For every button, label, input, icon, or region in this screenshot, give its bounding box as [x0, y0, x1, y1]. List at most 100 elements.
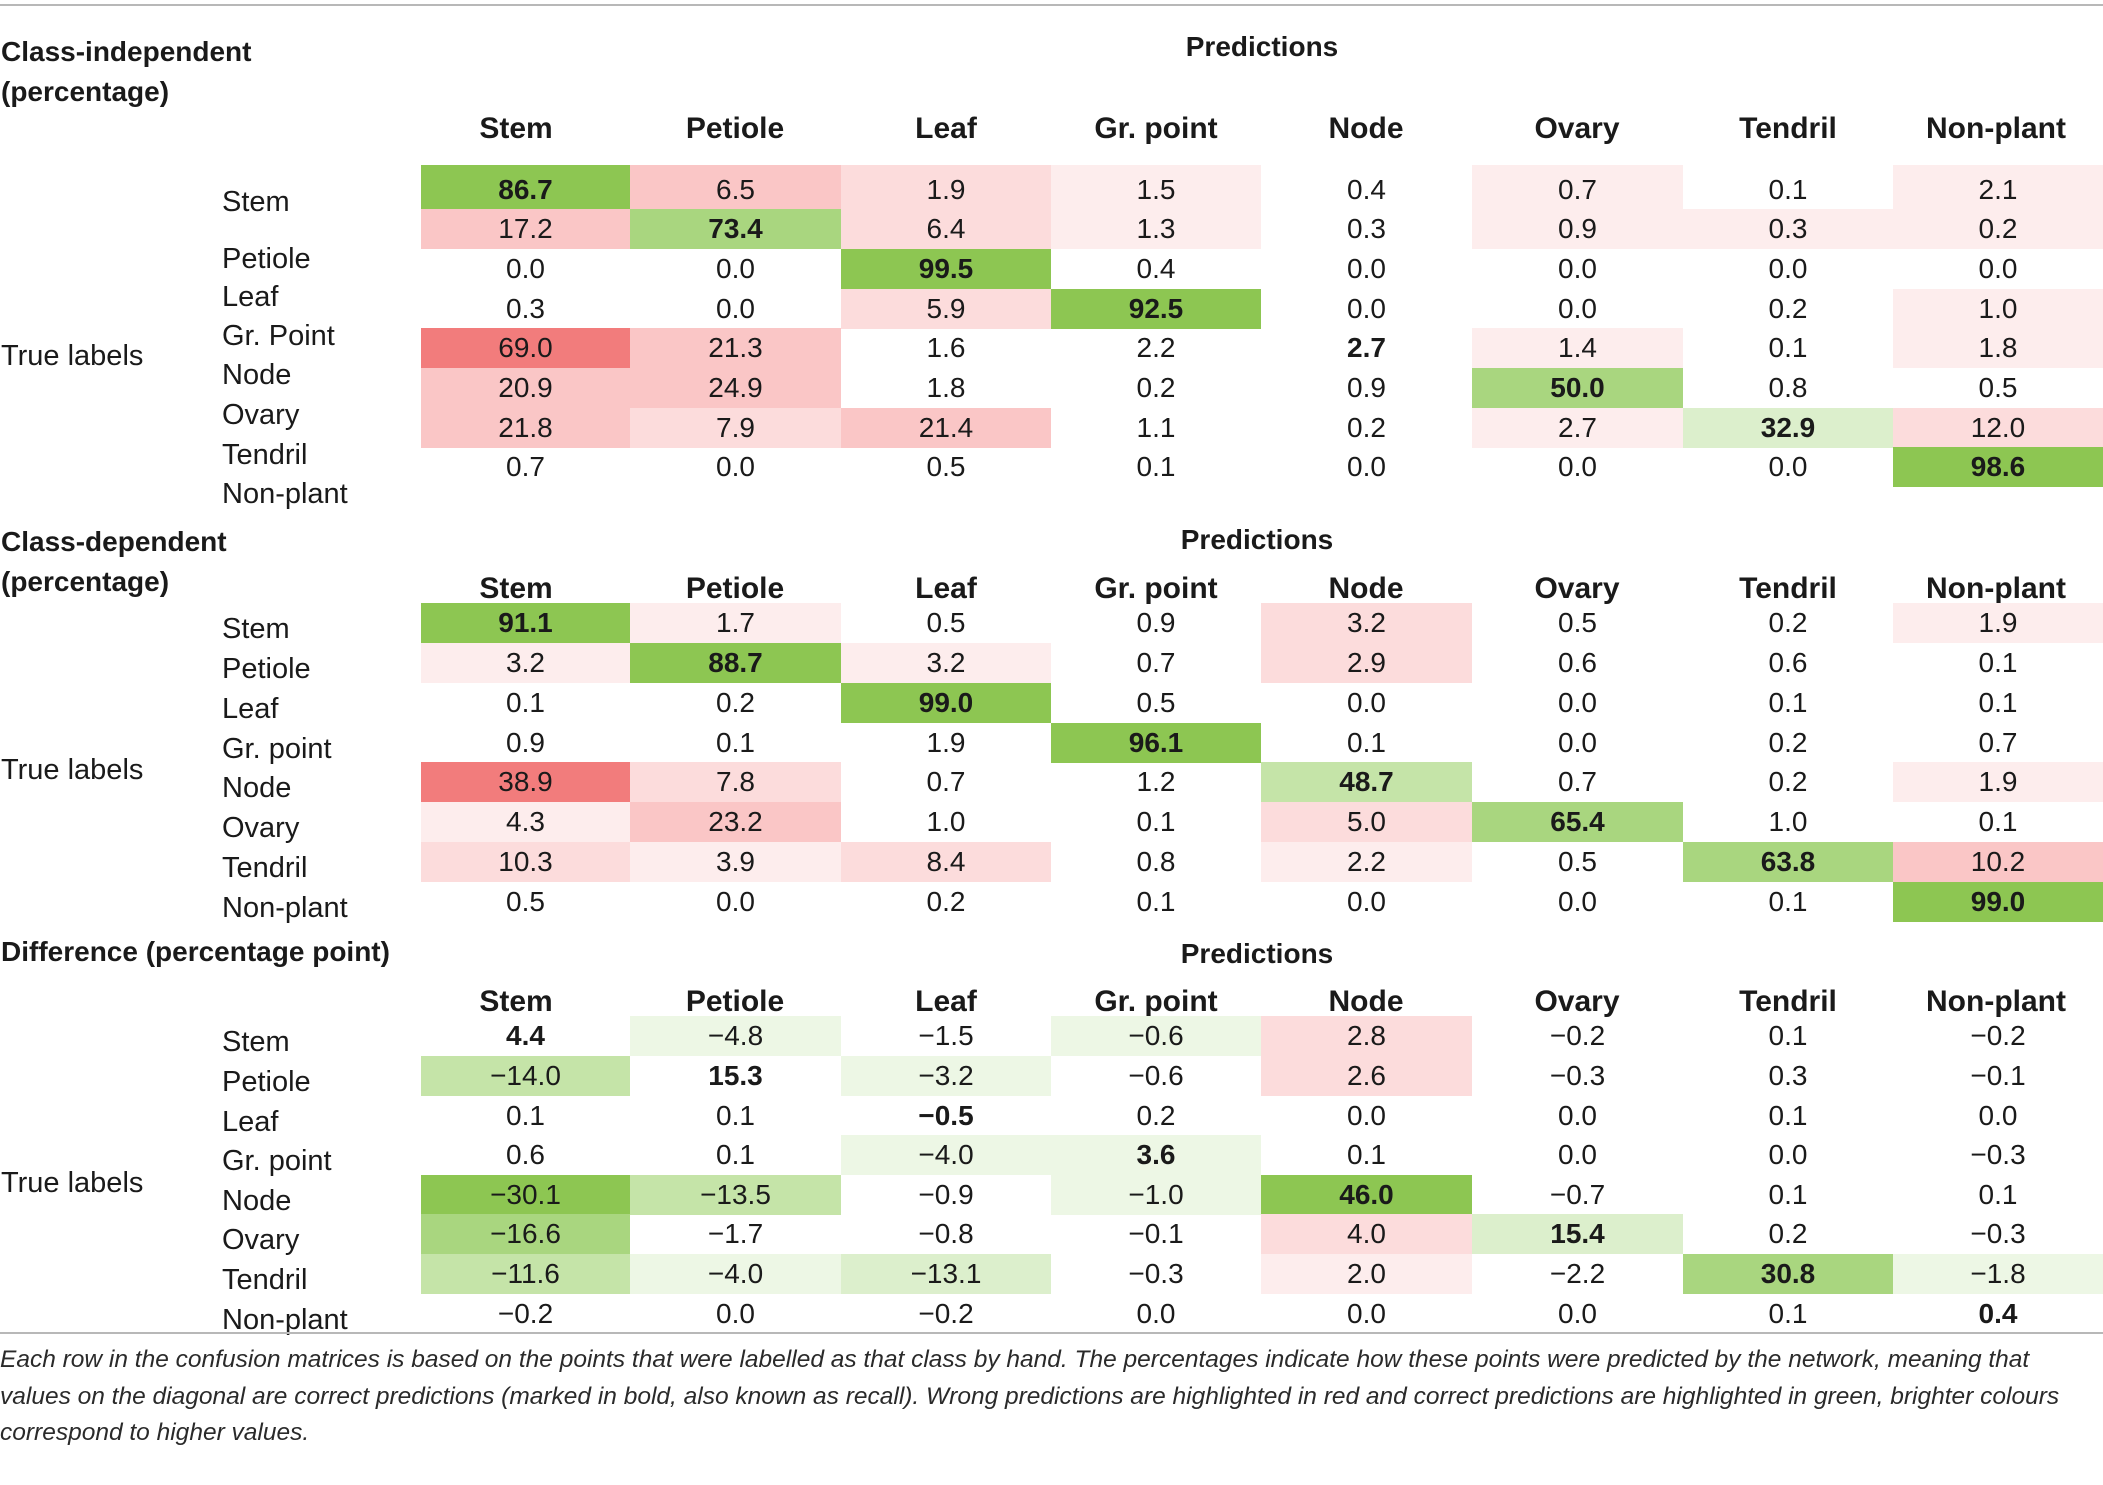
matrix-cell: 4.0	[1261, 1214, 1472, 1254]
matrix-cell: 1.7	[630, 603, 841, 643]
matrix-cell: 1.9	[1893, 603, 2103, 643]
matrix-cell: 0.5	[926, 607, 966, 638]
matrix-cell: 99.5	[841, 249, 1051, 289]
matrix-cell: −0.2	[497, 1298, 554, 1329]
matrix-cell: 0.2	[926, 886, 966, 917]
matrix-cell: 99.0	[841, 683, 1051, 723]
matrix-cell: −4.8	[630, 1016, 841, 1056]
predictions-header: Predictions	[1180, 938, 1334, 969]
matrix-cell: 0.0	[1978, 1100, 2018, 1131]
matrix-cell: −0.6	[1051, 1016, 1261, 1056]
matrix-cell: 0.3	[506, 293, 545, 324]
matrix-cell: 0.0	[1558, 1139, 1597, 1170]
matrix-cell: 21.4	[841, 408, 1051, 448]
matrix-cell: 20.9	[421, 368, 630, 408]
matrix-cell: 0.0	[716, 293, 755, 324]
matrix-cell: 3.2	[841, 643, 1051, 683]
row-label: Gr. point	[222, 1145, 332, 1177]
matrix-cell: 1.0	[1893, 289, 2103, 329]
matrix-cell: 6.5	[630, 165, 841, 215]
row-label: Tendril	[222, 1264, 308, 1296]
matrix-cell: −0.8	[918, 1218, 974, 1249]
matrix-cell: −0.5	[918, 1100, 974, 1131]
matrix-cell: 0.1	[1136, 806, 1176, 837]
column-header-petiole: Petiole	[685, 985, 785, 1018]
matrix-cell: 0.5	[1136, 687, 1176, 718]
matrix-cell: 38.9	[421, 762, 630, 802]
matrix-cell: 96.1	[1051, 723, 1261, 763]
matrix-cell: 0.2	[1768, 766, 1808, 797]
row-label: Petiole	[222, 1066, 311, 1098]
matrix-cell: 0.3	[1768, 1060, 1808, 1091]
row-label: Non-plant	[222, 478, 348, 510]
column-header-stem: Stem	[479, 572, 553, 605]
matrix-cell: 2.6	[1261, 1056, 1472, 1096]
column-header-stem: Stem	[479, 985, 553, 1018]
matrix-cell: 0.1	[1978, 687, 2018, 718]
matrix-cell: 0.1	[1768, 687, 1808, 718]
matrix-cell: 2.2	[1261, 842, 1472, 882]
matrix-cell: 92.5	[1051, 289, 1261, 329]
matrix-cell: 0.1	[1136, 451, 1176, 482]
matrix-cell: 88.7	[630, 643, 841, 683]
matrix-cell: 0.0	[1558, 687, 1597, 718]
row-label: Petiole	[222, 653, 311, 685]
row-label: Non-plant	[222, 1304, 348, 1336]
matrix-cell: 3.2	[1261, 603, 1472, 643]
matrix-cell: 0.1	[1768, 886, 1808, 917]
matrix-cell: −0.9	[918, 1179, 974, 1210]
row-label: Stem	[222, 613, 290, 645]
matrix-cell: 0.0	[1768, 451, 1808, 482]
row-label: Leaf	[222, 281, 279, 313]
matrix-cell: 1.8	[1893, 328, 2103, 368]
matrix-cell: −0.3	[1128, 1258, 1184, 1289]
matrix-cell: 1.2	[1136, 766, 1176, 797]
matrix-cell: 48.7	[1261, 762, 1472, 802]
section-title: Class-independent (percentage)	[1, 36, 252, 107]
matrix-cell: 21.3	[630, 328, 841, 368]
row-label: Tendril	[222, 439, 308, 471]
matrix-cell: 0.0	[1558, 727, 1597, 758]
matrix-cell: 0.1	[1978, 1179, 2018, 1210]
column-header-tendril: Tendril	[1739, 985, 1837, 1018]
matrix-cell: 0.5	[506, 886, 545, 917]
matrix-cell: −13.5	[630, 1175, 841, 1215]
matrix-cell: −3.2	[841, 1056, 1051, 1096]
matrix-cell: 0.0	[1768, 253, 1808, 284]
matrix-cell: 0.0	[716, 451, 755, 482]
column-header-non-plant: Non-plant	[1926, 985, 2066, 1018]
matrix-cell: 0.4	[1136, 253, 1176, 284]
column-header-node: Node	[1328, 572, 1404, 605]
matrix-cell: 10.2	[1893, 842, 2103, 882]
matrix-cell: 46.0	[1261, 1175, 1472, 1215]
matrix-cell: 1.0	[1768, 806, 1808, 837]
matrix-cell: 1.9	[926, 727, 966, 758]
column-header-non-plant: Non-plant	[1926, 112, 2066, 145]
matrix-cell: 0.1	[1768, 332, 1808, 363]
matrix-cell: 0.2	[1136, 372, 1176, 403]
matrix-cell: 2.7	[1472, 408, 1683, 448]
column-header-ovary: Ovary	[1534, 112, 1620, 145]
matrix-cell: 2.9	[1261, 643, 1472, 683]
matrix-cell: −14.0	[421, 1056, 630, 1096]
column-header-leaf: Leaf	[915, 112, 977, 145]
matrix-cell: 15.3	[708, 1060, 763, 1091]
matrix-cell: 0.8	[1768, 372, 1808, 403]
matrix-cell: 0.9	[506, 727, 545, 758]
matrix-cell: −0.3	[1970, 1218, 2026, 1249]
matrix-cell: 0.0	[1558, 1298, 1597, 1329]
matrix-cell: −11.6	[421, 1254, 630, 1294]
row-label: Gr. Point	[222, 320, 335, 352]
matrix-cell: 5.0	[1261, 802, 1472, 842]
matrix-cell: 0.1	[1768, 1179, 1808, 1210]
matrix-cell: −0.3	[1549, 1060, 1606, 1091]
matrix-cell: 0.1	[1768, 174, 1808, 205]
matrix-cell: 4.3	[421, 802, 630, 842]
predictions-header: Predictions	[1180, 524, 1334, 555]
row-label: Node	[222, 772, 292, 804]
matrix-cell: 0.0	[1347, 886, 1386, 917]
matrix-cell: −13.1	[841, 1254, 1051, 1294]
matrix-cell: −30.1	[421, 1175, 630, 1215]
matrix-cell: 0.6	[1558, 647, 1597, 678]
matrix-cell: 0.5	[1558, 846, 1597, 877]
